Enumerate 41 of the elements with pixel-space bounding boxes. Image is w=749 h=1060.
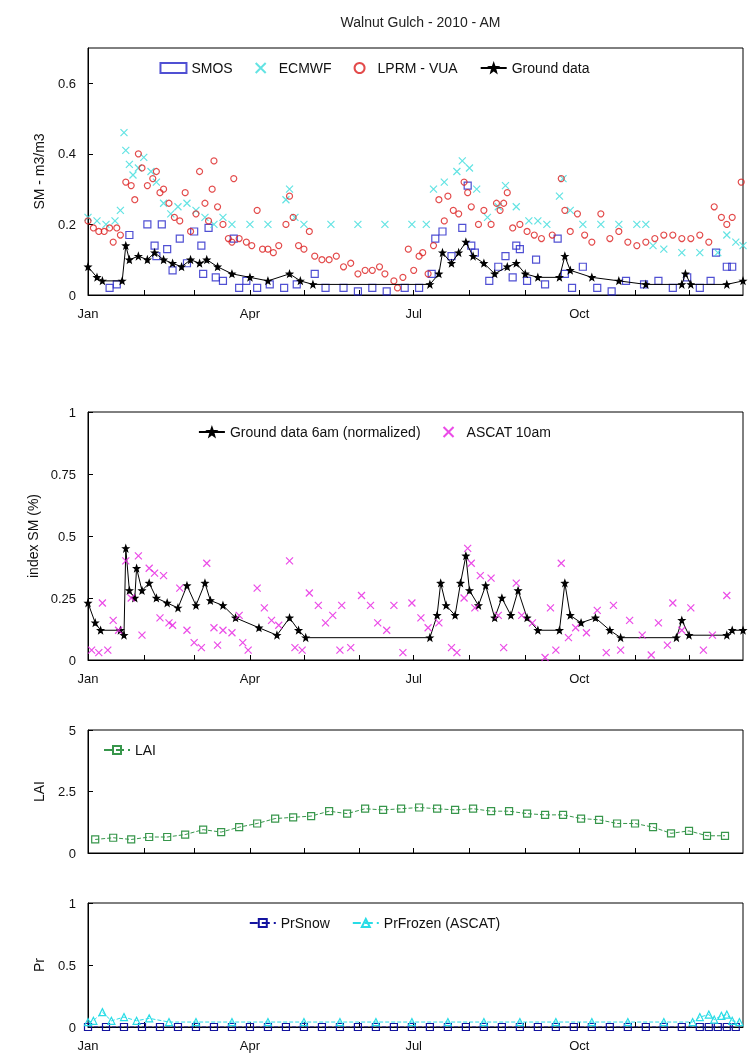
y-tick-label: 0.6 [57, 75, 76, 91]
legend-label: LPRM - VUA [377, 60, 459, 76]
legend-label: SMOS [191, 60, 233, 76]
y-tick-label: 0 [68, 1019, 76, 1035]
y-tick-label: 0 [68, 845, 76, 861]
legend-label: PrSnow [280, 915, 331, 931]
y-tick-label: 1 [68, 404, 76, 420]
x-tick-label: Jul [405, 671, 423, 686]
x-tick-label: Jan [77, 306, 99, 321]
y-tick-label: 0.75 [50, 466, 76, 482]
legend-label: Ground data 6am (normalized) [229, 424, 421, 440]
y-axis-title: Pr [31, 957, 47, 972]
y-tick-label: 2.5 [57, 784, 76, 799]
x-tick-label: Jan [77, 671, 99, 686]
legend-label: PrFrozen (ASCAT) [383, 915, 501, 931]
y-tick-label: 1 [68, 895, 76, 911]
y-tick-label: 0.5 [57, 957, 76, 973]
y-tick-label: 0.4 [57, 146, 76, 162]
x-tick-label: Apr [239, 1038, 261, 1053]
x-tick-label: Apr [239, 671, 261, 686]
y-tick-label: 5 [68, 722, 76, 738]
y-axis-title: index SM (%) [24, 493, 41, 579]
x-tick-label: Jul [405, 1038, 423, 1053]
legend-label: Ground data [511, 60, 590, 76]
legend-label: ASCAT 10am [466, 424, 551, 440]
x-tick-label: Apr [239, 306, 261, 321]
y-tick-label: 0 [68, 287, 76, 303]
y-tick-label: 0.25 [50, 590, 76, 606]
x-tick-label: Oct [569, 306, 590, 321]
x-tick-label: Jan [77, 1038, 99, 1053]
legend-label: LAI [135, 742, 157, 758]
y-tick-label: 0 [68, 652, 76, 668]
y-tick-label: 0.2 [57, 216, 76, 232]
legend-label: ECMWF [278, 60, 332, 76]
y-tick-label: 0.5 [57, 528, 76, 544]
x-tick-label: Oct [569, 1038, 590, 1053]
x-tick-label: Jul [405, 306, 423, 321]
x-tick-label: Oct [569, 671, 590, 686]
y-axis-title: SM - m3/m3 [31, 133, 47, 210]
y-axis-title: LAI [31, 780, 47, 803]
chart-title: Walnut Gulch - 2010 - AM [340, 14, 501, 30]
